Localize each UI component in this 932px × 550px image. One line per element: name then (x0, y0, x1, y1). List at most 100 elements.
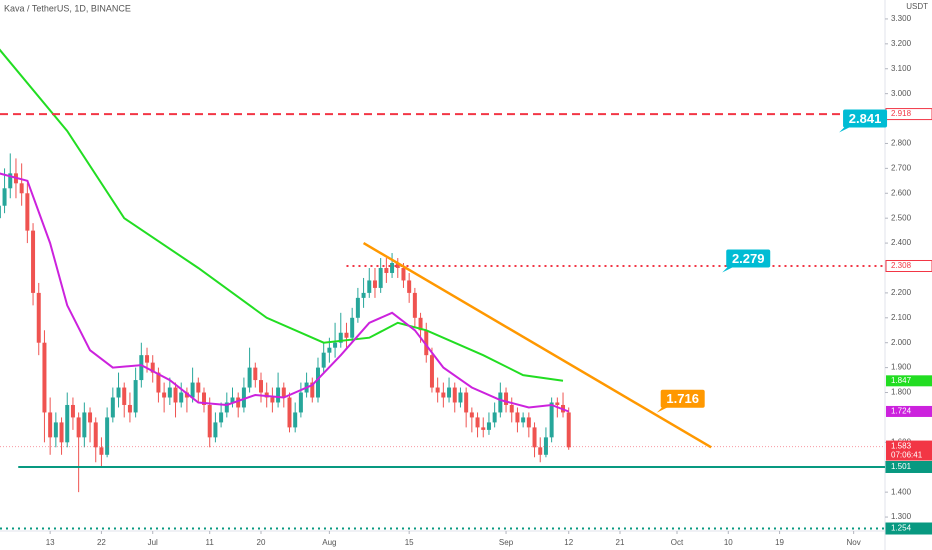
candle-body (481, 427, 486, 430)
candle-body (543, 437, 548, 455)
candle-body (321, 352, 326, 368)
candle-body (207, 404, 212, 438)
price-badge (885, 259, 932, 272)
x-tick-label: Jul (148, 538, 158, 547)
x-tick-label: 13 (46, 538, 55, 547)
candle-body (469, 412, 474, 418)
y-tick-label: 2.700 (891, 163, 912, 172)
candle-body (401, 267, 406, 281)
price-badge (885, 522, 932, 535)
candle-body (515, 412, 520, 423)
candle-body (521, 417, 526, 423)
candle-body (70, 404, 75, 418)
price-badge-label: 1.847 (891, 376, 912, 385)
candle-body (253, 367, 258, 381)
candle-body (202, 392, 207, 405)
candle-body (82, 412, 87, 438)
candle-body (407, 280, 412, 293)
price-badge-label: 2.308 (891, 261, 912, 270)
candle-body (2, 188, 7, 206)
candle-body (538, 447, 543, 455)
candle-body (532, 427, 537, 448)
price-badge-label: 2.918 (891, 109, 912, 118)
candle-body (241, 387, 246, 408)
candle-body (162, 392, 167, 398)
callout-label: 2.841 (849, 111, 882, 126)
candle-body (424, 330, 429, 356)
price-badge (886, 375, 932, 387)
x-tick-label: 15 (405, 538, 414, 547)
candle-body (8, 173, 13, 189)
candle-body (224, 402, 229, 413)
candle-body (447, 387, 452, 398)
price-badge (886, 405, 932, 417)
x-tick-label: 10 (724, 538, 733, 547)
price-badge-label: 1.724 (891, 407, 912, 416)
x-tick-label: 20 (257, 538, 266, 547)
candle-body (150, 362, 155, 373)
candle-body (384, 267, 389, 273)
x-tick-label: Sep (499, 538, 514, 547)
candle-body (230, 397, 235, 403)
candle-body (19, 183, 24, 194)
candle-body (25, 193, 30, 231)
candle-body (281, 387, 286, 398)
y-tick-label: 2.200 (891, 288, 912, 297)
candle-body (498, 392, 503, 413)
moving-average-line (0, 48, 564, 382)
candle-body (355, 297, 360, 318)
candle-body (361, 292, 366, 298)
candle-body (122, 387, 127, 405)
y-tick-label: 2.800 (891, 139, 912, 148)
candle-body (99, 447, 104, 455)
price-badge-label: 1.501 (891, 462, 912, 471)
price-badge (885, 460, 932, 473)
candle-body (258, 380, 263, 393)
candle-body (475, 417, 480, 428)
candle-body (156, 372, 161, 393)
candle-body (350, 317, 355, 338)
candle-body (48, 412, 53, 438)
y-tick-label: 1.400 (891, 487, 912, 496)
x-tick-label: 19 (775, 538, 784, 547)
candle-body (0, 205, 1, 219)
candle-body (395, 263, 400, 268)
candle-body (315, 367, 320, 398)
candle-body (492, 412, 497, 423)
candle-body (504, 392, 509, 405)
x-tick-label: 12 (564, 538, 573, 547)
candle-body (464, 392, 469, 413)
currency-label: USDT (906, 2, 928, 11)
candle-body (486, 422, 491, 430)
x-tick-label: Oct (671, 538, 684, 547)
countdown-label: 07:06:41 (891, 451, 923, 460)
callout-box (726, 249, 771, 268)
candle-body (310, 382, 315, 398)
candle-body (327, 347, 332, 353)
candle-body (549, 402, 554, 438)
candle-body (390, 263, 395, 273)
x-tick-label: Aug (322, 538, 336, 547)
candle-body (236, 397, 241, 408)
candle-body (412, 292, 417, 318)
candle-body (247, 367, 252, 388)
candle-body (145, 355, 150, 363)
y-tick-label: 3.100 (891, 64, 912, 73)
candle-body (36, 292, 41, 343)
callout-box (843, 109, 888, 128)
candle-body (184, 392, 189, 398)
candle-body (213, 422, 218, 438)
y-tick-label: 1.800 (891, 388, 912, 397)
price-badge (886, 440, 932, 461)
callout-label: 1.716 (666, 391, 699, 406)
price-badge-label: 1.254 (891, 524, 912, 533)
y-tick-label: 3.200 (891, 39, 912, 48)
candle-body (65, 404, 70, 443)
x-tick-label: 11 (206, 538, 215, 547)
candle-body (88, 412, 93, 423)
x-tick-label: 22 (97, 538, 106, 547)
candle-body (367, 280, 372, 293)
callout-tail (839, 124, 856, 133)
candle-body (276, 387, 281, 403)
